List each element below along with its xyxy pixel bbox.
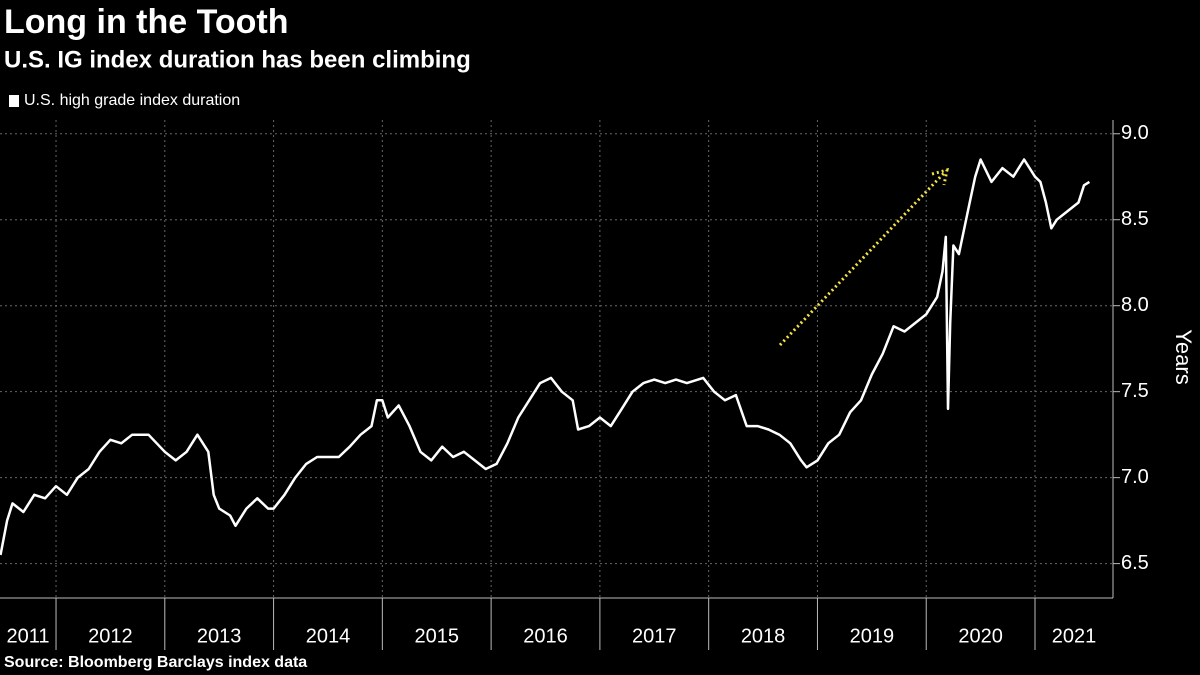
- y-tick-label: 7.5: [1121, 380, 1149, 402]
- y-tick-label: 6.5: [1121, 552, 1149, 574]
- x-tick-label: 2014: [306, 625, 351, 647]
- chart-title: Long in the Tooth: [4, 3, 289, 41]
- y-tick-label: 7.0: [1121, 466, 1149, 488]
- x-tick-label: 2011: [7, 625, 50, 647]
- y-tick-label: 8.0: [1121, 294, 1149, 316]
- legend-swatch: [9, 95, 19, 107]
- x-tick-label: 2017: [632, 625, 677, 647]
- legend-label: U.S. high grade index duration: [24, 92, 240, 109]
- x-tick-label: 2013: [197, 625, 242, 647]
- x-tick-label: 2015: [414, 625, 459, 647]
- source-note: Source: Bloomberg Barclays index data: [4, 654, 307, 671]
- trend-arrow-head: [931, 167, 949, 186]
- x-tick-label: 2019: [850, 625, 895, 647]
- y-tick-label: 9.0: [1121, 122, 1149, 144]
- x-tick-label: 2012: [88, 625, 133, 647]
- x-tick-label: 2020: [958, 625, 1003, 647]
- x-tick-label: 2018: [741, 625, 786, 647]
- x-tick-label: 2016: [523, 625, 568, 647]
- data-line: [0, 158, 1091, 556]
- y-axis-title: Years: [1171, 329, 1196, 384]
- y-tick-label: 8.5: [1121, 208, 1149, 230]
- x-tick-label: 2021: [1052, 625, 1097, 647]
- chart-subtitle: U.S. IG index duration has been climbing: [4, 46, 471, 73]
